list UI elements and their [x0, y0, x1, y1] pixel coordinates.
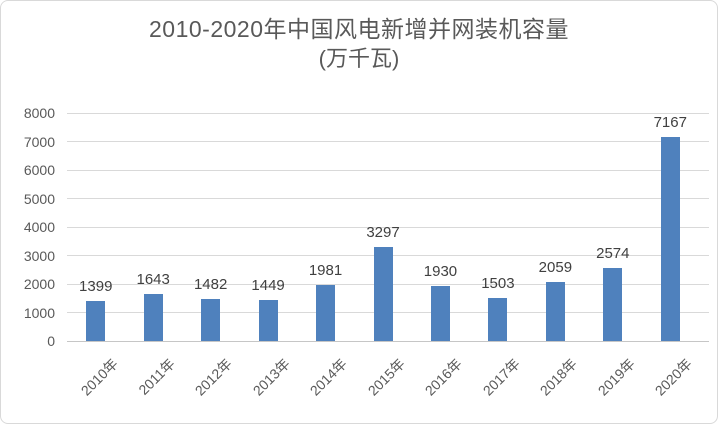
gridline — [67, 141, 709, 142]
y-tick-label: 3000 — [23, 247, 55, 264]
y-tick-label: 6000 — [23, 162, 55, 178]
bar-2011年 — [143, 294, 163, 341]
x-tick-label: 2017年 — [479, 355, 523, 399]
y-tick-label: 1000 — [23, 304, 55, 321]
x-tick-label: 2013年 — [249, 355, 293, 399]
bar-value-label: 1503 — [481, 275, 515, 292]
bar-value-label: 2574 — [596, 245, 630, 262]
bar-value-label: 1930 — [423, 263, 458, 280]
y-tick-label: 7000 — [23, 133, 55, 150]
x-axis: 2010年 2011年 2012年 2013年 2014年 2015年 2016年 2017年… — [67, 342, 699, 422]
x-tick-label: 2012年 — [192, 355, 236, 399]
x-tick-label: 2015年 — [364, 355, 408, 399]
bar-2015年 — [373, 247, 393, 341]
bar-2019年 — [603, 268, 623, 341]
bar-2016年 — [430, 286, 450, 341]
chart-subtitle: (万千瓦) — [318, 45, 400, 71]
chart-title: 2010-2020年中国风电新增并网装机容量 — [149, 16, 569, 42]
bar-2018年 — [545, 282, 565, 341]
bar-2013年 — [258, 300, 278, 341]
x-tick-label: 2011年 — [135, 355, 178, 398]
bar-2010年 — [86, 301, 106, 341]
bar-value-label: 1643 — [136, 271, 170, 288]
y-axis: 0 1000 2000 3000 4000 5000 6000 7000 8000 — [1, 106, 55, 348]
bar-2014年 — [316, 285, 336, 341]
bar-value-label: 2059 — [538, 259, 573, 276]
x-axis-line — [67, 340, 709, 342]
gridline — [67, 226, 709, 228]
x-tick-label: 2020年 — [651, 355, 696, 399]
y-tick-label: 0 — [47, 333, 55, 349]
bar-2020年 — [660, 137, 680, 341]
bar-value-label: 3297 — [366, 224, 400, 241]
x-tick-label: 2014年 — [307, 355, 351, 399]
y-tick-label: 5000 — [23, 190, 55, 207]
bar-value-label: 1482 — [193, 276, 228, 293]
bar-2017年 — [488, 298, 508, 341]
x-tick-label: 2016年 — [421, 355, 466, 399]
gridline — [67, 112, 709, 114]
bar-value-label: 1449 — [251, 277, 285, 294]
x-tick-label: 2019年 — [594, 355, 638, 399]
x-tick-label: 2018年 — [536, 355, 581, 399]
y-tick-label: 4000 — [23, 219, 55, 235]
bar-2012年 — [201, 299, 221, 341]
gridline — [67, 169, 709, 171]
bar-value-label: 7167 — [653, 114, 687, 131]
bar-value-label: 1399 — [79, 278, 113, 295]
gridline — [67, 198, 709, 199]
chart-title-block: 2010-2020年中国风电新增并网装机容量 (万千瓦) — [1, 15, 717, 72]
bars-band: 1399 1643 1482 1449 1981 3297 1930 1503 2059 2574… — [67, 113, 699, 341]
y-tick-label: 2000 — [23, 276, 55, 292]
y-tick-label: 8000 — [23, 105, 55, 121]
x-tick-label: 2010年 — [77, 355, 121, 399]
bar-value-label: 1981 — [308, 262, 343, 279]
